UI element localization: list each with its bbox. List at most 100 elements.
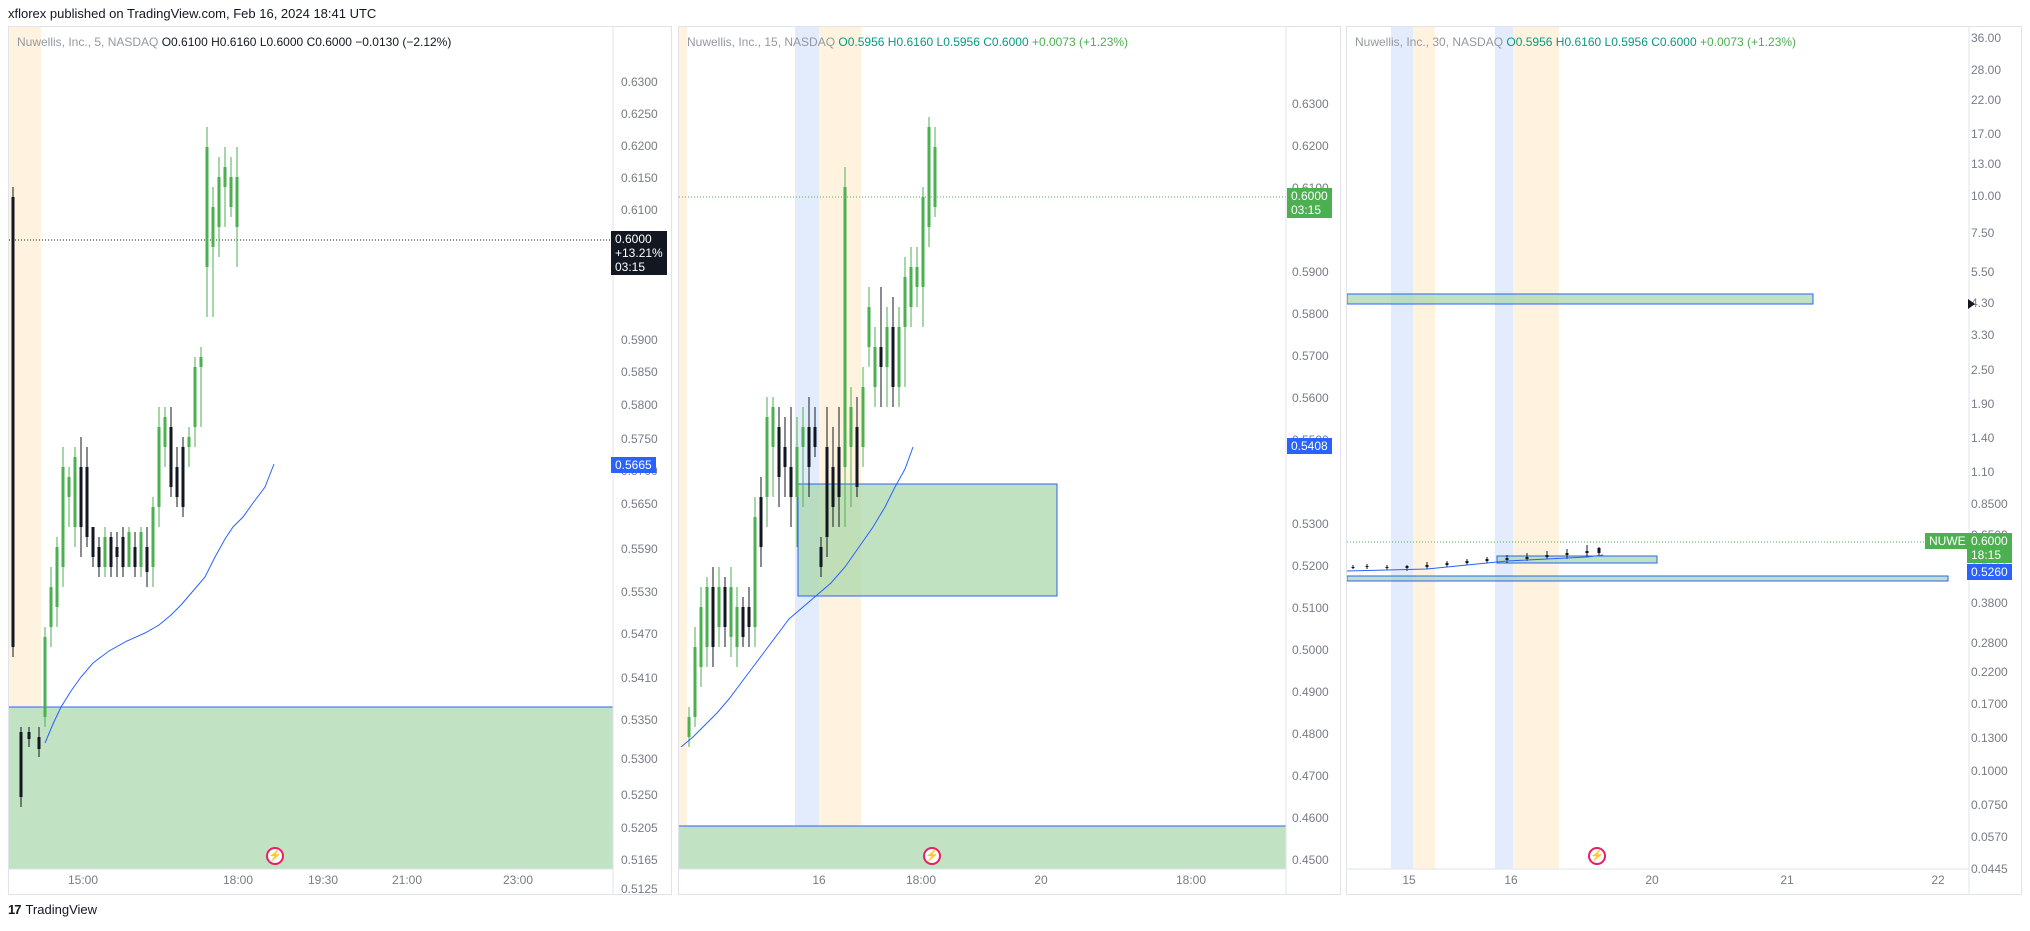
last-price-badge-price: 0.6000 [615,232,652,246]
publish-info: xflorex published on TradingView.com, Fe… [8,6,377,21]
x-axis-tick-label: 21 [1780,873,1794,887]
y-axis-tick-label: 0.5590 [621,542,658,556]
candle-body [27,732,31,739]
candle-body [855,427,859,487]
candle-body [711,587,715,647]
y-axis-tick-label: 0.5800 [1292,307,1329,321]
candle-body [151,507,155,567]
y-axis-tick-label: 1.90 [1971,397,1995,411]
y-axis-tick-label: 0.6250 [621,107,658,121]
candle-body [861,387,865,447]
candle-body [741,607,745,637]
y-axis-tick-label: 4.30 [1971,296,1995,310]
candle-body [891,327,895,387]
x-axis-tick-label: 15 [1402,873,1416,887]
symbol-legend: Nuwellis, Inc., 5, NASDAQ O0.6100 H0.616… [17,35,452,49]
candle-body [831,467,835,507]
y-axis-tick-label: 0.5300 [621,752,658,766]
candle-body [1597,548,1601,553]
candle-body [109,537,113,567]
candle-body [849,407,853,447]
symbol-legend: Nuwellis, Inc., 30, NASDAQ O0.5956 H0.61… [1355,35,1797,49]
price-plot[interactable] [1347,27,2022,895]
candle-body [777,427,781,477]
candle-body [115,547,119,557]
scroll-right-arrow-icon[interactable] [1968,299,1975,309]
candle-body [37,737,41,749]
candle-body [73,457,77,527]
y-axis-tick-label: 7.50 [1971,226,1995,240]
candle-body [61,467,65,567]
candle-body [91,527,95,557]
candle-body [169,427,173,487]
candle-body [1445,563,1449,565]
candle-body [687,717,691,737]
y-axis-tick-label: 0.6200 [621,139,658,153]
candle-body [699,607,703,667]
candle-body [825,447,829,537]
x-axis-tick-label: 20 [1645,873,1659,887]
candle-body [915,267,919,287]
event-icon[interactable]: ⚡ [1588,847,1606,865]
candle-body [11,197,15,647]
last-price-badge-price: 0.6000 [1291,189,1328,203]
y-axis-tick-label: 0.5165 [621,853,658,867]
y-axis-tick-label: 0.5850 [621,365,658,379]
y-axis-tick-label: 0.1000 [1971,764,2008,778]
y-axis-tick-label: 0.3800 [1971,596,2008,610]
last-price-badge: 0.6000 18:15 [1967,533,2012,563]
y-axis-tick-label: 0.0750 [1971,798,2008,812]
candle-body [55,547,59,607]
candle-body [801,427,805,447]
candle-body [705,587,709,647]
y-axis-tick-label: 0.5900 [621,333,658,347]
x-axis-tick-label: 16 [1504,873,1518,887]
candle-body [229,177,233,207]
candle-body [67,477,71,497]
y-axis-tick-label: 0.0445 [1971,862,2008,876]
y-axis-tick-label: 0.6100 [621,203,658,217]
candle-body [79,467,83,527]
y-axis-tick-label: 0.2200 [1971,665,2008,679]
candle-body [909,267,913,307]
candle-body [133,547,137,567]
last-price-badge-change: +13.21% [615,246,663,260]
candle-body [211,207,215,247]
candle-body [1425,565,1429,567]
candle-body [879,347,883,367]
y-axis-tick-label: 0.5410 [621,671,658,685]
price-plot[interactable] [679,27,1341,895]
event-icon[interactable]: ⚡ [923,847,941,865]
chart-panel-5min[interactable]: Nuwellis, Inc., 5, NASDAQ O0.6100 H0.616… [8,26,672,895]
candle-body [97,547,101,567]
y-axis-tick-label: 1.10 [1971,465,1995,479]
y-axis-tick-label: 0.5125 [621,882,658,895]
candle-body [121,537,125,567]
y-axis-tick-label: 0.5100 [1292,601,1329,615]
symbol-badge: NUWE [1925,533,1970,549]
candle-body [717,587,721,627]
last-price-badge-timer: 03:15 [615,260,646,274]
y-axis-tick-label: 0.4800 [1292,727,1329,741]
y-axis-tick-label: 0.6300 [1292,97,1329,111]
price-plot[interactable] [9,27,672,895]
y-axis-tick-label: 0.8500 [1971,497,2008,511]
y-axis-tick-label: 22.00 [1971,93,2002,107]
x-axis-tick-label: 18:00 [1175,873,1207,887]
candle-body [819,547,823,567]
candle-body [19,732,23,797]
y-axis-tick-label: 0.5000 [1292,643,1329,657]
y-axis-tick-label: 0.1700 [1971,697,2008,711]
event-icon[interactable]: ⚡ [266,847,284,865]
x-axis-tick-label: 23:00 [502,873,534,887]
candle-body [1545,555,1549,557]
chart-panel-30min[interactable]: Nuwellis, Inc., 30, NASDAQ O0.5956 H0.61… [1346,26,2022,895]
y-axis-tick-label: 5.50 [1971,265,1995,279]
chart-panel-15min[interactable]: Nuwellis, Inc., 15, NASDAQ O0.5956 H0.61… [678,26,1341,895]
candle-body [867,307,871,347]
candle-body [765,417,769,497]
candle-body [903,277,907,327]
last-price-badge-timer: 03:15 [1291,203,1322,217]
candle-body [753,517,757,627]
candle-body [199,357,203,367]
